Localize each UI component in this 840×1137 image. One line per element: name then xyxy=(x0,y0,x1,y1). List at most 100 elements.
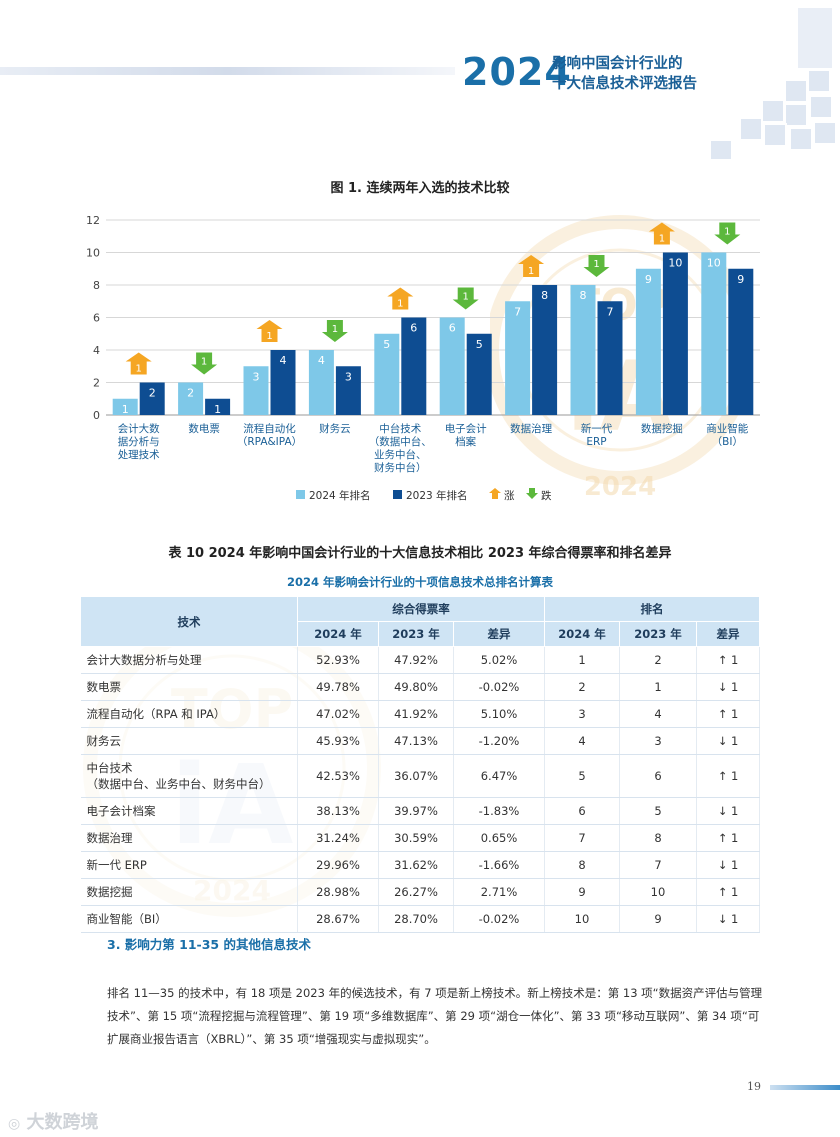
change-label: 1 xyxy=(593,259,599,270)
cell-diff: -0.02% xyxy=(453,673,545,701)
brand-icon: ◎ xyxy=(8,1116,21,1132)
ranking-table: 技术 综合得票率 排名 2024 年 2023 年 差异 2024 年 2023… xyxy=(80,596,760,933)
cell-tech: 商业智能（BI） xyxy=(80,905,298,933)
x-tick-label: 电子会计 xyxy=(445,422,487,435)
x-tick-label: 档案 xyxy=(455,435,476,448)
cell-v2023: 41.92% xyxy=(378,700,454,728)
x-tick-label: 数据挖掘 xyxy=(641,422,683,435)
x-tick-label: 流程自动化 xyxy=(243,422,296,435)
data-label: 9 xyxy=(645,273,652,286)
data-label: 5 xyxy=(383,338,390,351)
legend-label: 2024 年排名 xyxy=(309,489,371,502)
data-label: 4 xyxy=(280,354,287,367)
x-tick-label: 数电票 xyxy=(188,422,220,435)
bar xyxy=(597,301,623,415)
cell-rdiff: ↓ 1 xyxy=(696,851,760,879)
x-tick-label: ERP xyxy=(586,436,606,448)
seal-year-text: 2024 xyxy=(584,472,656,502)
x-tick-label: 中台技术 xyxy=(379,422,421,435)
table-row: 中台技术 （数据中台、业务中台、财务中台） 42.53% 36.07% 6.47% 5 6 ↑… xyxy=(80,754,760,798)
change-label: 1 xyxy=(136,364,142,375)
cell-v2024: 31.24% xyxy=(297,824,379,852)
cell-diff: -0.02% xyxy=(453,905,545,933)
up-arrow-icon xyxy=(125,352,152,375)
cell-tech: 电子会计档案 xyxy=(80,797,298,825)
x-tick-label: 业务中台、 xyxy=(374,448,427,461)
cell-rdiff: ↓ 1 xyxy=(696,797,760,825)
x-tick-label: （数据中台、 xyxy=(369,435,432,448)
change-label: 1 xyxy=(332,324,338,335)
data-label: 10 xyxy=(668,257,682,270)
down-arrow-icon xyxy=(714,222,741,245)
cell-r2024: 6 xyxy=(544,797,620,825)
bar xyxy=(374,333,400,415)
up-arrow-icon xyxy=(648,222,675,245)
cell-tech-name: 中台技术 xyxy=(86,761,133,775)
x-tick-label: 商业智能 xyxy=(706,422,748,435)
data-label: 10 xyxy=(707,257,721,270)
cell-v2023: 30.59% xyxy=(378,824,454,852)
cell-v2023: 49.80% xyxy=(378,673,454,701)
data-label: 6 xyxy=(410,322,417,335)
change-label: 1 xyxy=(659,234,665,245)
cell-v2023: 36.07% xyxy=(378,754,454,798)
x-tick-label: （BI） xyxy=(712,436,743,448)
cell-r2024: 7 xyxy=(544,824,620,852)
legend-up-label: 涨 xyxy=(504,490,515,502)
x-tick-label: 据分析与 xyxy=(118,435,160,448)
down-arrow-icon xyxy=(452,287,479,310)
cell-diff: -1.20% xyxy=(453,727,545,755)
cell-v2023: 47.13% xyxy=(378,727,454,755)
cell-r2023: 6 xyxy=(619,754,697,798)
cell-rdiff: ↑ 1 xyxy=(696,824,760,852)
cell-rdiff: ↓ 1 xyxy=(696,727,760,755)
legend-label: 2023 年排名 xyxy=(406,489,468,502)
cell-r2023: 9 xyxy=(619,905,697,933)
page-bar xyxy=(770,1085,840,1090)
data-label: 1 xyxy=(122,403,129,416)
cell-diff: 6.47% xyxy=(453,754,545,798)
cell-v2023: 31.62% xyxy=(378,851,454,879)
bar xyxy=(270,350,296,415)
x-tick-label: 数据治理 xyxy=(510,422,552,435)
cell-rdiff: ↓ 1 xyxy=(696,905,760,933)
header-rank-2023: 2023 年 xyxy=(619,621,697,647)
data-label: 6 xyxy=(449,322,456,335)
cell-rdiff: ↑ 1 xyxy=(696,646,760,674)
header-rule xyxy=(0,67,455,75)
bar xyxy=(439,317,465,415)
data-label: 2 xyxy=(149,387,156,400)
cell-r2023: 5 xyxy=(619,797,697,825)
change-label: 1 xyxy=(463,292,469,303)
cell-r2024: 5 xyxy=(544,754,620,798)
cell-v2024: 42.53% xyxy=(297,754,379,798)
table-row: 财务云 45.93% 47.13% -1.20% 4 3 ↓ 1 xyxy=(80,727,760,755)
legend-down-icon xyxy=(526,488,538,499)
report-title-line1: 影响中国会计行业的 xyxy=(552,56,683,72)
cell-tech: 数据挖掘 xyxy=(80,878,298,906)
brand-text: 大数跨境 xyxy=(26,1112,99,1133)
cell-tech-name: 商业智能（BI） xyxy=(86,912,167,926)
cell-rdiff: ↑ 1 xyxy=(696,754,760,798)
cell-tech-name: 新一代 ERP xyxy=(86,858,147,872)
bar xyxy=(139,382,165,415)
cell-v2023: 28.70% xyxy=(378,905,454,933)
cell-tech: 中台技术 （数据中台、业务中台、财务中台） xyxy=(80,754,298,798)
cell-tech-name: 数电票 xyxy=(86,680,122,694)
header-vote-2024: 2024 年 xyxy=(297,621,379,647)
bar xyxy=(112,398,138,415)
cell-v2023: 47.92% xyxy=(378,646,454,674)
y-tick-label: 0 xyxy=(93,409,100,422)
cell-tech-detail: （数据中台、业务中台、财务中台） xyxy=(86,777,271,791)
cell-tech-name: 数据挖掘 xyxy=(86,885,133,899)
bar xyxy=(570,285,596,415)
report-title: 影响中国会计行业的 十大信息技术评选报告 xyxy=(552,54,697,94)
cell-tech-name: 电子会计档案 xyxy=(86,804,156,818)
bar xyxy=(401,317,427,415)
data-label: 5 xyxy=(476,338,483,351)
y-tick-label: 10 xyxy=(86,247,100,260)
bar xyxy=(243,366,269,415)
cell-r2024: 1 xyxy=(544,646,620,674)
cell-rdiff: ↑ 1 xyxy=(696,700,760,728)
table-row: 数电票 49.78% 49.80% -0.02% 2 1 ↓ 1 xyxy=(80,673,760,701)
